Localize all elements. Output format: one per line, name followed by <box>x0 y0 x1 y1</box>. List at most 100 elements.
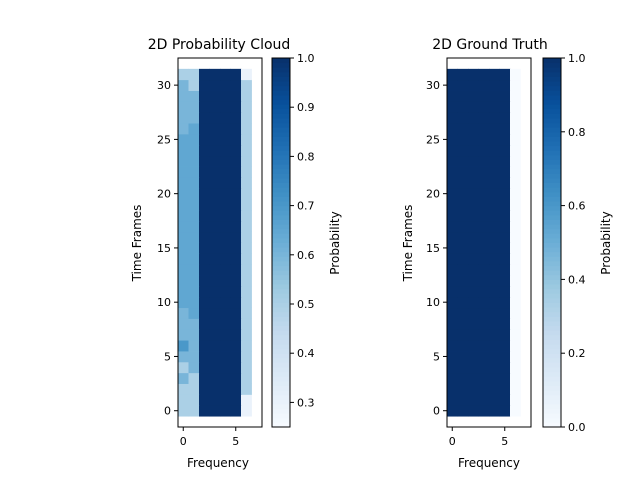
heatmap-cell <box>178 329 189 341</box>
heatmap-cell <box>188 253 200 265</box>
heatmap-cell <box>499 264 511 276</box>
heatmap-cells <box>178 58 262 427</box>
heatmap-cell <box>510 340 521 352</box>
heatmap-cell <box>489 101 500 113</box>
heatmap-cell <box>499 177 511 189</box>
heatmap-cell <box>468 329 479 341</box>
heatmap-cell <box>447 242 458 254</box>
colorbar-gradient-step <box>543 127 561 133</box>
heatmap-cell <box>499 307 511 319</box>
heatmap-cell <box>468 405 479 417</box>
heatmap-cell <box>489 275 500 287</box>
heatmap-cell <box>499 231 511 243</box>
heatmap-cell <box>510 372 521 384</box>
heatmap-cell <box>499 112 511 124</box>
heatmap-cell <box>510 133 521 146</box>
heatmap-cell <box>241 394 252 406</box>
heatmap-cell <box>447 199 458 211</box>
colorbar-gradient-step <box>272 325 290 331</box>
heatmap-cell <box>188 275 200 287</box>
heatmap-cell <box>230 123 242 135</box>
heatmap-cell <box>499 166 511 178</box>
heatmap-cell <box>478 296 490 309</box>
colorbar-gradient-step <box>272 81 290 87</box>
heatmap-cell <box>188 383 200 395</box>
heatmap-cell <box>220 231 231 243</box>
heatmap-cell <box>230 199 242 211</box>
heatmap-cell <box>478 361 490 374</box>
heatmap-cell <box>230 68 242 81</box>
heatmap-cell <box>499 90 511 102</box>
heatmap-cell <box>510 68 521 81</box>
colorbar-gradient-step <box>543 187 561 193</box>
heatmap-cell <box>457 220 469 233</box>
heatmap-cell <box>241 231 252 243</box>
colorbar-gradient-step <box>543 164 561 170</box>
colorbar-gradient-step <box>272 67 290 73</box>
heatmap-cell <box>188 166 200 178</box>
heatmap-cell <box>510 394 521 406</box>
colorbar-gradient-step <box>543 117 561 124</box>
heatmap-cell <box>188 231 200 243</box>
heatmap-cell <box>230 405 242 417</box>
heatmap-cell <box>457 177 469 189</box>
heatmap-cell <box>188 101 200 113</box>
colorbar-gradient-step <box>272 196 290 202</box>
heatmap-cell <box>178 318 189 330</box>
heatmap-cell <box>447 112 458 124</box>
heatmap-cell <box>468 318 479 330</box>
colorbar-gradient-step <box>543 288 561 294</box>
colorbar-gradient-step <box>543 108 561 114</box>
heatmap-cell <box>188 68 200 81</box>
heatmap-cell <box>220 101 231 113</box>
heatmap-cell <box>447 307 458 319</box>
heatmap-cell <box>478 123 490 135</box>
heatmap-cell <box>241 101 252 113</box>
colorbar-gradient-step <box>272 164 290 170</box>
colorbar-gradient-step <box>543 210 561 216</box>
heatmap-cell <box>468 133 479 146</box>
heatmap-cell <box>178 361 189 374</box>
colorbar-gradient-step <box>543 168 561 174</box>
colorbar-tick-label: 0.8 <box>568 126 586 139</box>
heatmap-cell <box>478 209 490 222</box>
heatmap-cell <box>178 231 189 243</box>
heatmap-cell <box>188 90 200 102</box>
heatmap-cell <box>499 209 511 222</box>
heatmap-cell <box>178 372 189 384</box>
heatmap-cell <box>489 361 500 374</box>
heatmap-cell <box>489 177 500 189</box>
heatmap-cell <box>220 133 231 146</box>
colorbar-gradient-step <box>543 94 561 101</box>
y-axis-label: Time Frames <box>130 205 144 283</box>
heatmap-cell <box>489 329 500 341</box>
heatmap-cell <box>199 144 210 157</box>
heatmap-cell <box>199 242 210 254</box>
heatmap-cell <box>457 209 469 222</box>
colorbar-tick-label: 0.6 <box>297 249 315 262</box>
y-tick-label: 5 <box>164 350 171 363</box>
heatmap-cell <box>209 209 221 222</box>
heatmap-cell <box>209 112 221 124</box>
colorbar-gradient-step <box>543 394 561 400</box>
heatmap-cell <box>209 188 221 200</box>
heatmap-cell <box>220 264 231 276</box>
colorbar-gradient-step <box>272 228 290 234</box>
colorbar-tick-label: 0.9 <box>297 101 315 114</box>
heatmap-cell <box>199 394 210 406</box>
heatmap-cell <box>188 318 200 330</box>
heatmap-cell <box>178 68 189 81</box>
heatmap-cell <box>178 264 189 276</box>
colorbar-gradient-step <box>272 154 290 160</box>
heatmap-cell <box>241 318 252 330</box>
heatmap-cell <box>478 79 490 91</box>
heatmap-cell <box>209 90 221 102</box>
heatmap-cell <box>199 188 210 200</box>
heatmap-cell <box>489 220 500 233</box>
x-tick-label: 5 <box>232 435 239 448</box>
heatmap-cell <box>241 199 252 211</box>
x-tick-label: 5 <box>501 435 508 448</box>
heatmap-cell <box>178 285 189 298</box>
heatmap-cell <box>468 209 479 222</box>
heatmap-cell <box>209 242 221 254</box>
